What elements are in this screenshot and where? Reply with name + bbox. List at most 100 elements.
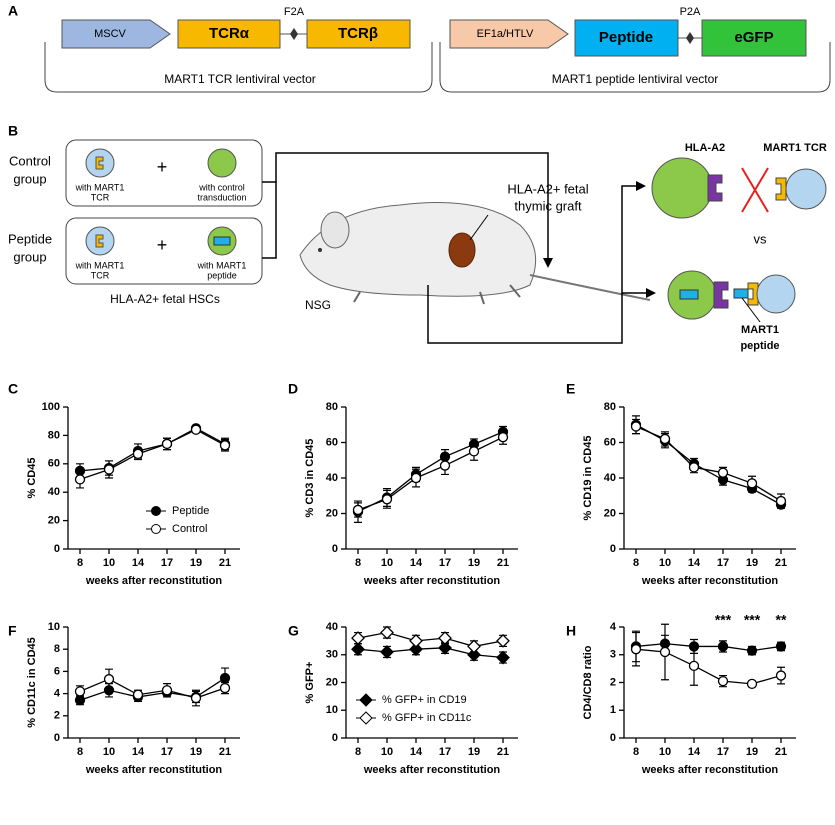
x-tick-label: 19 (468, 746, 480, 758)
point (103, 464, 115, 475)
point (161, 438, 173, 450)
vector-bracket (439, 42, 831, 93)
promoter-arrow (449, 19, 569, 49)
point (74, 686, 86, 697)
cell-label: with control (198, 182, 245, 192)
apc-cell (207, 148, 237, 178)
y-tick-label: 30 (326, 649, 338, 661)
promoter-label: EF1a/HTLV (477, 28, 534, 40)
y-tick-label: 40 (604, 472, 616, 484)
mouse (299, 202, 651, 305)
y-tick-label: 40 (48, 486, 60, 498)
tcr-icon (95, 156, 104, 170)
y-tick-label: 6 (54, 665, 60, 677)
x-tick-label: 19 (468, 557, 480, 569)
x-tick-label: 8 (77, 557, 83, 569)
linker-label: F2A (284, 6, 305, 18)
series-line (357, 647, 504, 659)
series-line (79, 428, 226, 481)
panel-label: E (566, 381, 575, 397)
gene-box (306, 19, 411, 49)
y-axis-label: % CD11c in CD45 (26, 637, 38, 727)
promoter-arrow (61, 19, 171, 49)
point (439, 460, 451, 471)
point (467, 639, 481, 654)
group-box (65, 217, 263, 285)
t-cell (85, 226, 115, 256)
x-axis-label: weeks after reconstitution (641, 575, 779, 587)
y-tick-label: 100 (42, 401, 60, 413)
legend-marker (151, 524, 161, 534)
hla-icon (707, 174, 723, 202)
tcr-label: MART1 TCR (763, 142, 827, 154)
point (717, 641, 729, 652)
x-tick-label: 10 (381, 746, 393, 758)
point (74, 474, 86, 485)
y-tick-label: 60 (48, 458, 60, 470)
peptide-icon (213, 236, 231, 246)
point (497, 432, 509, 443)
point (219, 682, 231, 694)
point (132, 689, 144, 700)
y-tick-label: 0 (610, 732, 616, 744)
linker-diamond (686, 32, 694, 44)
series-line (635, 424, 782, 506)
y-tick-label: 4 (610, 621, 617, 633)
group-label: Peptide (8, 231, 52, 246)
point (630, 421, 642, 432)
x-tick-label: 10 (103, 557, 115, 569)
series-line (79, 677, 226, 701)
point (746, 645, 758, 656)
x-tick-label: 14 (132, 557, 145, 569)
point (775, 670, 787, 681)
legend-label: % GFP+ in CD19 (382, 694, 467, 706)
x-tick-label: 10 (659, 557, 671, 569)
x-tick-label: 21 (219, 746, 231, 758)
legend-marker (151, 506, 161, 516)
y-axis-label: CD4/CD8 ratio (582, 645, 594, 719)
x-tick-label: 8 (77, 746, 83, 758)
x-tick-label: 17 (717, 557, 729, 569)
point (717, 675, 729, 687)
apc-cell (651, 157, 713, 219)
point (438, 640, 452, 655)
graft-label: thymic graft (514, 198, 582, 213)
y-axis-label: % CD19 in CD45 (582, 436, 594, 521)
x-tick-label: 14 (410, 557, 423, 569)
panel-label: B (8, 123, 18, 139)
panel-label: F (8, 623, 17, 639)
point (717, 467, 729, 478)
t-cell (756, 274, 796, 314)
y-tick-label: 20 (326, 507, 338, 519)
cell-label: with MART1 (75, 260, 125, 270)
point (746, 678, 758, 690)
promoter-label: MSCV (94, 28, 126, 40)
t-cell (785, 168, 827, 210)
linker-diamond (290, 28, 298, 40)
y-axis-label: % CD3 in CD45 (304, 439, 316, 518)
x-axis-label: weeks after reconstitution (85, 764, 223, 776)
x-tick-label: 10 (659, 746, 671, 758)
peptide-icon (733, 288, 749, 299)
x-tick-label: 17 (161, 557, 173, 569)
y-axis-label: % CD45 (26, 458, 38, 499)
y-tick-label: 80 (604, 401, 616, 413)
panel-label: H (566, 623, 576, 639)
point (659, 433, 671, 445)
point (380, 645, 394, 659)
x-axis-label: weeks after reconstitution (363, 764, 501, 776)
x-axis-label: weeks after reconstitution (363, 575, 501, 587)
point (381, 494, 393, 505)
y-tick-label: 20 (604, 507, 616, 519)
y-tick-label: 40 (326, 472, 338, 484)
point (746, 478, 758, 489)
y-tick-label: 80 (48, 429, 60, 441)
y-tick-label: 80 (326, 401, 338, 413)
y-tick-label: 0 (54, 732, 60, 744)
y-tick-label: 20 (326, 676, 338, 688)
point (352, 504, 364, 516)
series-line (357, 631, 504, 648)
y-tick-label: 60 (604, 436, 616, 448)
point (688, 660, 700, 671)
gene-label: Peptide (599, 29, 653, 46)
